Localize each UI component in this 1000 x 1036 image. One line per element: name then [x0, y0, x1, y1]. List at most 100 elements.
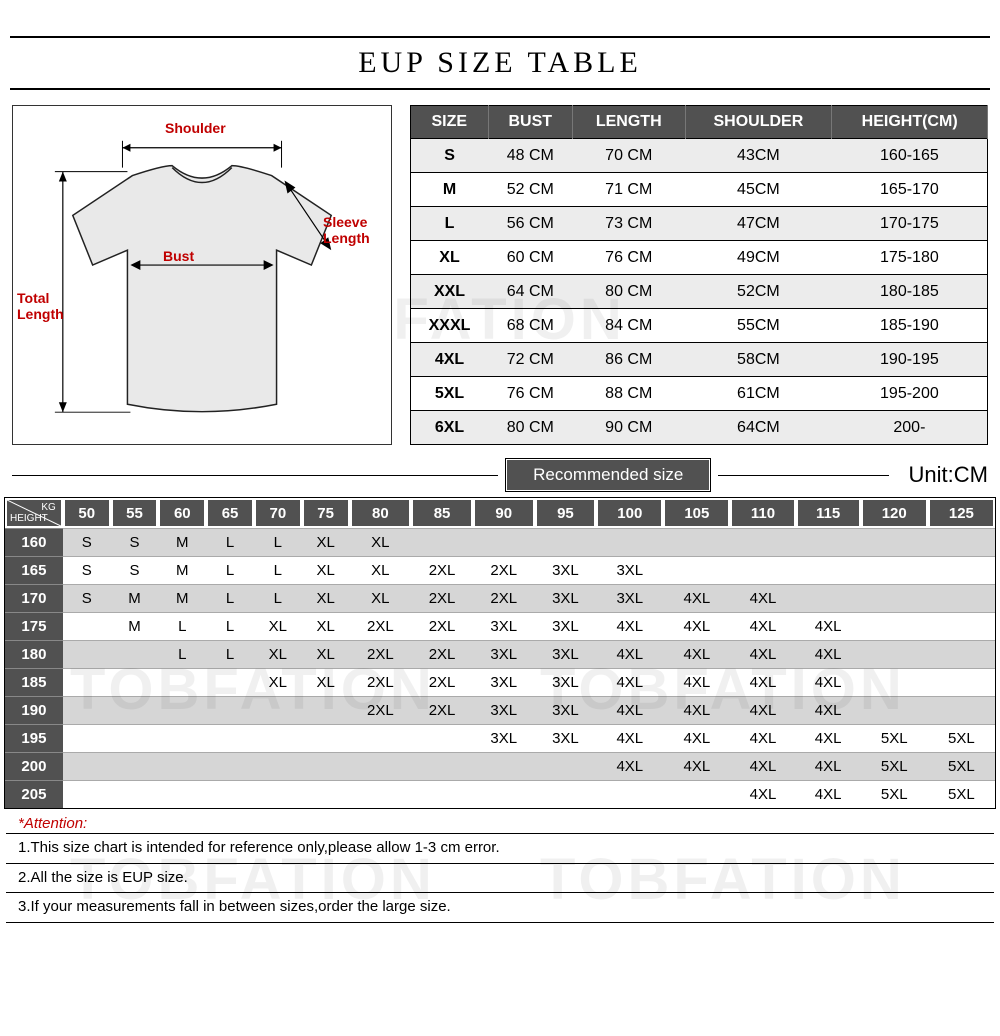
rec-cell: 3XL [473, 640, 535, 668]
rec-row: 175MLLXLXL2XL2XL3XL3XL4XL4XL4XL4XL [5, 612, 995, 640]
rec-cell [928, 612, 995, 640]
label-sleeve: Sleeve Length [323, 214, 383, 246]
rec-cell: 4XL [796, 668, 861, 696]
rec-cell: 4XL [796, 640, 861, 668]
rec-row: 180LLXLXL2XL2XL3XL3XL4XL4XL4XL4XL [5, 640, 995, 668]
size-cell: 64 CM [488, 275, 572, 309]
attention-label: *Attention: [6, 809, 994, 834]
kg-header: 50 [63, 498, 111, 528]
rec-cell: 4XL [663, 724, 730, 752]
rec-cell [928, 696, 995, 724]
rec-cell: XL [350, 556, 412, 584]
rec-cell [796, 556, 861, 584]
rec-cell [535, 780, 597, 808]
rec-cell [663, 528, 730, 556]
size-cell: XXL [411, 275, 489, 309]
rec-cell: 4XL [730, 724, 795, 752]
size-cell: 80 CM [488, 411, 572, 445]
rec-cell: 4XL [796, 724, 861, 752]
recommended-label: Recommended size [506, 459, 710, 491]
rec-cell: 5XL [928, 780, 995, 808]
rec-cell: 5XL [928, 724, 995, 752]
size-cell: 170-175 [832, 207, 988, 241]
rec-cell: 3XL [473, 612, 535, 640]
rec-cell: 4XL [663, 668, 730, 696]
rec-cell: 5XL [861, 752, 928, 780]
rec-cell [111, 668, 159, 696]
tshirt-diagram: Shoulder Bust Sleeve Length Total Length [12, 105, 392, 445]
height-header: 175 [5, 612, 63, 640]
rec-cell: 4XL [796, 612, 861, 640]
rec-cell [928, 584, 995, 612]
size-row: S48 CM70 CM43CM160-165 [411, 139, 988, 173]
rec-cell [350, 752, 412, 780]
rec-row: 1953XL3XL4XL4XL4XL4XL5XL5XL [5, 724, 995, 752]
rec-cell [111, 696, 159, 724]
rec-cell: XL [302, 640, 350, 668]
rec-cell [254, 780, 302, 808]
size-cell: 72 CM [488, 343, 572, 377]
label-shoulder: Shoulder [165, 120, 226, 136]
size-col-header: SHOULDER [685, 106, 832, 139]
rec-cell: 4XL [730, 612, 795, 640]
rec-cell: L [206, 556, 254, 584]
rec-cell [473, 752, 535, 780]
rec-row: 185XLXL2XL2XL3XL3XL4XL4XL4XL4XL [5, 668, 995, 696]
rec-cell: 4XL [730, 696, 795, 724]
rec-cell [796, 584, 861, 612]
height-header: 185 [5, 668, 63, 696]
size-cell: 6XL [411, 411, 489, 445]
rec-cell [63, 724, 111, 752]
rec-cell: L [254, 528, 302, 556]
rec-cell: 2XL [473, 584, 535, 612]
rec-cell: 4XL [663, 640, 730, 668]
rec-cell [928, 556, 995, 584]
rec-cell: 3XL [535, 696, 597, 724]
size-col-header: LENGTH [572, 106, 685, 139]
size-cell: 43CM [685, 139, 832, 173]
rec-cell: 3XL [535, 640, 597, 668]
rec-cell: 3XL [473, 696, 535, 724]
rec-cell: 3XL [535, 724, 597, 752]
rec-cell: 2XL [411, 556, 473, 584]
rec-cell [158, 696, 206, 724]
size-cell: 76 CM [572, 241, 685, 275]
rec-cell [411, 780, 473, 808]
size-cell: 68 CM [488, 309, 572, 343]
rec-cell: 4XL [730, 640, 795, 668]
rec-cell [302, 752, 350, 780]
size-cell: 200- [832, 411, 988, 445]
kg-header: 115 [796, 498, 861, 528]
rec-row: 160SSMLLXLXL [5, 528, 995, 556]
rec-cell: S [63, 556, 111, 584]
size-cell: L [411, 207, 489, 241]
unit-label: Unit:CM [909, 462, 988, 488]
rec-cell [111, 780, 159, 808]
size-col-header: HEIGHT(CM) [832, 106, 988, 139]
rec-cell: XL [302, 528, 350, 556]
rec-cell: 4XL [663, 612, 730, 640]
height-header: 190 [5, 696, 63, 724]
rec-cell [535, 752, 597, 780]
size-cell: 73 CM [572, 207, 685, 241]
rec-cell: 4XL [796, 752, 861, 780]
size-cell: 165-170 [832, 173, 988, 207]
rec-cell [302, 724, 350, 752]
rec-cell: M [158, 584, 206, 612]
rec-cell [473, 528, 535, 556]
rec-cell [861, 528, 928, 556]
height-header: 165 [5, 556, 63, 584]
recommended-table: KGHEIGHT50556065707580859095100105110115… [4, 497, 996, 809]
rec-cell [206, 724, 254, 752]
rec-cell: XL [254, 668, 302, 696]
rec-cell: S [111, 528, 159, 556]
rec-cell: M [158, 528, 206, 556]
rec-cell [63, 696, 111, 724]
rec-cell: XL [302, 612, 350, 640]
rec-cell: 4XL [596, 752, 663, 780]
size-row: M52 CM71 CM45CM165-170 [411, 173, 988, 207]
rec-cell: 2XL [350, 696, 412, 724]
size-row: 4XL72 CM86 CM58CM190-195 [411, 343, 988, 377]
size-cell: 52CM [685, 275, 832, 309]
size-cell: 71 CM [572, 173, 685, 207]
